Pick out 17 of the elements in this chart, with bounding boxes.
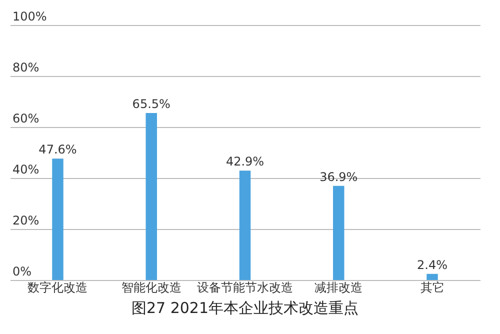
y-tick-label: 60% — [12, 112, 40, 126]
text: 图27 2021年本企业技术改造重点 — [131, 299, 359, 317]
data-label: 2.4% — [417, 258, 448, 272]
data-label: 65.5% — [132, 96, 170, 111]
x-tick-label: 设备节能节水改造 — [197, 280, 293, 294]
y-tick-label: 20% — [12, 214, 40, 228]
y-tick-label: 40% — [12, 162, 40, 176]
x-tick-label: 减排改造 — [314, 280, 363, 294]
x-tick-label: 其它 — [420, 280, 444, 294]
data-label: 47.6% — [38, 142, 77, 157]
data-label: 36.9% — [320, 170, 358, 184]
y-tick-label: 80% — [12, 60, 40, 74]
y-tick-label: 100% — [12, 10, 47, 24]
data-label: 42.9% — [226, 154, 264, 169]
x-tick-label: 数字化改造 — [28, 280, 88, 294]
x-tick-label: 智能化改造 — [121, 280, 182, 294]
y-tick-label: 0% — [12, 264, 32, 278]
